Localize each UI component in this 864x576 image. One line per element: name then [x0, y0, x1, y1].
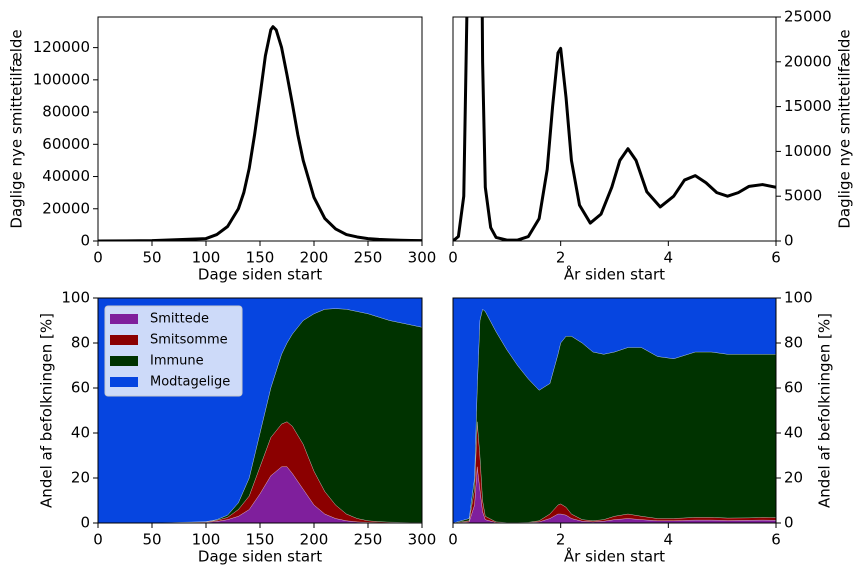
y-tick-label: 20 [71, 469, 90, 487]
line [98, 25, 422, 241]
legend-swatch [110, 335, 138, 345]
y-tick-label: 60 [784, 379, 803, 397]
x-tick-label: 300 [408, 531, 437, 549]
y-tick-label: 60 [71, 379, 90, 397]
y-tick-label: 0 [784, 514, 794, 532]
y-tick-label: 20 [784, 469, 803, 487]
x-tick-label: 200 [300, 531, 329, 549]
line [453, 17, 776, 241]
x-tick-label: 200 [300, 249, 329, 267]
plot-area [453, 17, 776, 241]
y-tick-label: 120000 [33, 38, 90, 56]
legend-label: Smitsomme [150, 333, 228, 348]
x-tick-label: 250 [354, 249, 383, 267]
x-tick-label: 150 [246, 531, 275, 549]
x-tick-label: 2 [556, 249, 566, 267]
y-tick-label: 80000 [42, 103, 90, 121]
x-tick-label: 100 [192, 249, 221, 267]
x-tick-label: 6 [771, 531, 781, 549]
legend-swatch [110, 377, 138, 387]
y-tick-label: 20000 [784, 52, 832, 70]
x-axis-label: Dage siden start [198, 266, 322, 284]
y-tick-label: 0 [80, 232, 90, 250]
y-tick-label: 80 [71, 334, 90, 352]
x-tick-label: 6 [771, 249, 781, 267]
legend-box [104, 305, 243, 397]
legend-label: Modtagelige [150, 375, 230, 390]
x-tick-label: 50 [142, 531, 161, 549]
y-axis-label: Andel af befolkningen [%] [816, 313, 834, 508]
x-tick-label: 100 [192, 531, 221, 549]
y-tick-label: 100 [61, 289, 90, 307]
axes-frame [452, 16, 777, 242]
y-axis-label: Andel af befolkningen [%] [38, 313, 56, 508]
area [453, 298, 776, 523]
axes-frame [452, 297, 777, 524]
plot-area [453, 298, 776, 523]
x-tick-label: 0 [448, 531, 458, 549]
y-tick-label: 0 [80, 514, 90, 532]
y-tick-label: 0 [784, 232, 794, 250]
y-tick-label: 100000 [33, 70, 90, 88]
x-tick-label: 0 [448, 249, 458, 267]
y-axis-label: Daglige nye smittetilfælde [836, 29, 854, 228]
y-tick-label: 60000 [42, 135, 90, 153]
x-axis-label: Dage siden start [198, 548, 322, 566]
x-axis-label: År siden start [564, 265, 665, 284]
y-tick-label: 10000 [784, 142, 832, 160]
y-tick-label: 100 [784, 289, 813, 307]
y-tick-label: 40000 [42, 167, 90, 185]
x-tick-label: 2 [556, 531, 566, 549]
x-axis-label: År siden start [564, 547, 665, 566]
legend-swatch [110, 314, 138, 324]
y-tick-label: 40 [784, 424, 803, 442]
y-axis-label: Daglige nye smittetilfælde [8, 29, 26, 228]
y-tick-label: 80 [784, 334, 803, 352]
x-tick-label: 250 [354, 531, 383, 549]
y-tick-label: 5000 [784, 187, 822, 205]
y-tick-label: 25000 [784, 8, 832, 26]
x-tick-label: 4 [664, 249, 674, 267]
x-tick-label: 50 [142, 249, 161, 267]
legend-swatch [110, 356, 138, 366]
legend-label: Smittede [150, 312, 209, 327]
plot-area [98, 25, 422, 241]
y-tick-label: 15000 [784, 97, 832, 115]
x-tick-label: 0 [93, 249, 103, 267]
x-tick-label: 0 [93, 531, 103, 549]
y-tick-label: 40 [71, 424, 90, 442]
x-tick-label: 150 [246, 249, 275, 267]
y-tick-label: 20000 [42, 199, 90, 217]
axes-frame [97, 16, 423, 242]
legend-label: Immune [150, 354, 204, 369]
x-tick-label: 300 [408, 249, 437, 267]
x-tick-label: 4 [664, 531, 674, 549]
